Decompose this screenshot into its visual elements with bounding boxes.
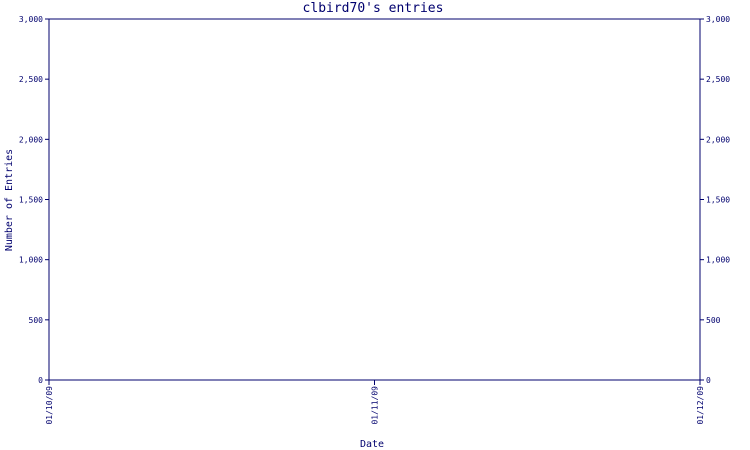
chart-title: clbird70's entries — [303, 1, 444, 16]
y-tick-label-left: 500 — [29, 316, 44, 325]
x-tick-label: 01/11/09 — [371, 386, 380, 425]
y-tick-label-left: 2,000 — [19, 135, 43, 144]
y-tick-label-left: 2,500 — [19, 75, 43, 84]
y-tick-label-left: 3,000 — [19, 15, 43, 24]
y-tick-label-left: 1,500 — [19, 196, 43, 205]
y-tick-label-right: 2,500 — [706, 75, 730, 84]
y-tick-label-right: 0 — [706, 376, 711, 385]
x-axis: 01/10/09 01/11/09 01/12/09 — [45, 380, 705, 425]
y-tick-label-right: 1,500 — [706, 196, 730, 205]
y-tick-label-right: 500 — [706, 316, 721, 325]
y-tick-label-left: 1,000 — [19, 256, 43, 265]
x-tick-label: 01/10/09 — [45, 386, 54, 425]
plot-frame — [48, 18, 701, 381]
y-tick-label-right: 3,000 — [706, 15, 730, 24]
y-axis-label: Number of Entries — [4, 149, 15, 251]
x-tick-label: 01/12/09 — [696, 386, 705, 425]
y-tick-label-right: 2,000 — [706, 135, 730, 144]
x-axis-label: Date — [360, 439, 384, 450]
y-tick-label-right: 1,000 — [706, 256, 730, 265]
y-tick-label-left: 0 — [38, 376, 43, 385]
y-axis-left: 0 500 1,000 1,500 2,000 2,500 3,000 — [19, 15, 49, 385]
plot-border — [48, 18, 701, 381]
y-axis-right: 0 500 1,000 1,500 2,000 2,500 3,000 — [700, 15, 730, 385]
